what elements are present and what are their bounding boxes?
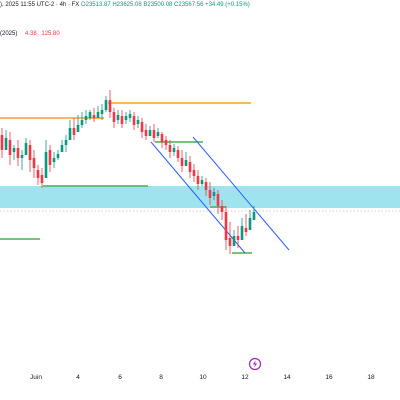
candle-down xyxy=(244,228,248,232)
candle-down xyxy=(196,176,200,184)
highlight-zone xyxy=(0,186,400,208)
x-tick-label: 18 xyxy=(367,374,375,381)
indicator-value-1: 4.38 xyxy=(25,31,37,37)
candle-down xyxy=(168,145,172,152)
candle-up xyxy=(248,218,252,230)
candle-down xyxy=(92,115,96,118)
candle-up xyxy=(136,120,140,124)
candle-up xyxy=(80,120,84,125)
candle-down xyxy=(8,140,12,155)
candle-down xyxy=(220,206,224,212)
candle-up xyxy=(88,112,92,118)
candle-down xyxy=(208,190,212,198)
candle-up xyxy=(68,128,72,140)
legend-interval: 4h xyxy=(59,2,67,8)
candle-up xyxy=(172,148,176,152)
candle-up xyxy=(56,154,60,158)
candles-group xyxy=(0,90,256,254)
indicator-label: (2025) xyxy=(0,31,18,37)
candle-down xyxy=(140,122,144,132)
candle-down xyxy=(132,116,136,125)
candle-up xyxy=(104,100,108,110)
candle-down xyxy=(48,150,52,165)
candle-down xyxy=(176,150,180,158)
candle-up xyxy=(128,114,132,118)
candle-down xyxy=(228,238,232,246)
candle-up xyxy=(156,132,160,136)
candle-up xyxy=(60,145,64,152)
candle-down xyxy=(40,175,44,183)
candle-down xyxy=(204,182,208,190)
candle-up xyxy=(76,125,80,132)
candle-up xyxy=(252,212,256,220)
x-tick-label: Juin xyxy=(30,374,42,381)
candle-down xyxy=(120,116,124,124)
candle-up xyxy=(148,130,152,136)
candle-down xyxy=(192,170,196,176)
x-tick-label: 10 xyxy=(199,374,207,381)
candle-up xyxy=(12,148,16,152)
x-tick-label: 6 xyxy=(118,374,122,381)
candle-down xyxy=(28,145,32,160)
x-tick-label: 4 xyxy=(76,374,80,381)
candle-down xyxy=(164,140,168,145)
candle-down xyxy=(188,162,192,172)
indicator-value-2: 125.80 xyxy=(41,31,60,37)
candle-up xyxy=(124,116,128,120)
candle-up xyxy=(232,236,236,246)
candle-up xyxy=(4,138,8,150)
lightning-badge-icon[interactable] xyxy=(248,357,262,371)
candle-down xyxy=(36,170,40,178)
x-tick-label: 14 xyxy=(283,374,291,381)
candle-up xyxy=(212,192,216,196)
candle-up xyxy=(24,143,28,155)
candle-up xyxy=(20,155,24,158)
candle-up xyxy=(44,152,48,178)
legend-change: +34.49 (+0.15%) xyxy=(205,2,250,8)
candle-up xyxy=(64,140,68,145)
candle-down xyxy=(0,135,4,150)
candle-up xyxy=(200,180,204,184)
candle-up xyxy=(52,158,56,162)
channel-upper-line xyxy=(192,136,290,251)
legend-ohlc: O23513.87 H23625.08 B23500.08 C23567.56 xyxy=(80,2,204,8)
candle-down xyxy=(32,158,36,168)
candle-up xyxy=(96,112,100,118)
candle-up xyxy=(84,116,88,120)
x-tick-label: 12 xyxy=(241,374,249,381)
candle-down xyxy=(144,130,148,136)
candle-down xyxy=(236,236,240,240)
candle-down xyxy=(16,148,20,158)
candle-up xyxy=(100,110,104,114)
candle-down xyxy=(180,158,184,166)
candle-down xyxy=(216,194,220,206)
x-tick-label: 8 xyxy=(159,374,163,381)
candle-down xyxy=(224,212,228,240)
x-tick-label: 16 xyxy=(325,374,333,381)
chart-legend-line: ), 2025 11:55 UTC-2 · 4h · FX O23513.87 … xyxy=(0,2,250,8)
indicator-legend-line: (2025) 4.38 125.80 xyxy=(0,31,60,37)
candle-up xyxy=(116,115,120,120)
channel-lower-line xyxy=(150,141,246,254)
candle-down xyxy=(112,112,116,122)
legend-prefix: ), 2025 11:55 UTC-2 xyxy=(0,2,55,8)
candle-up xyxy=(184,160,188,166)
candle-down xyxy=(108,100,112,112)
candle-down xyxy=(160,134,164,142)
legend-source: FX xyxy=(71,2,80,8)
candle-down xyxy=(152,130,156,138)
candle-up xyxy=(240,226,244,240)
candle-down xyxy=(72,128,76,135)
